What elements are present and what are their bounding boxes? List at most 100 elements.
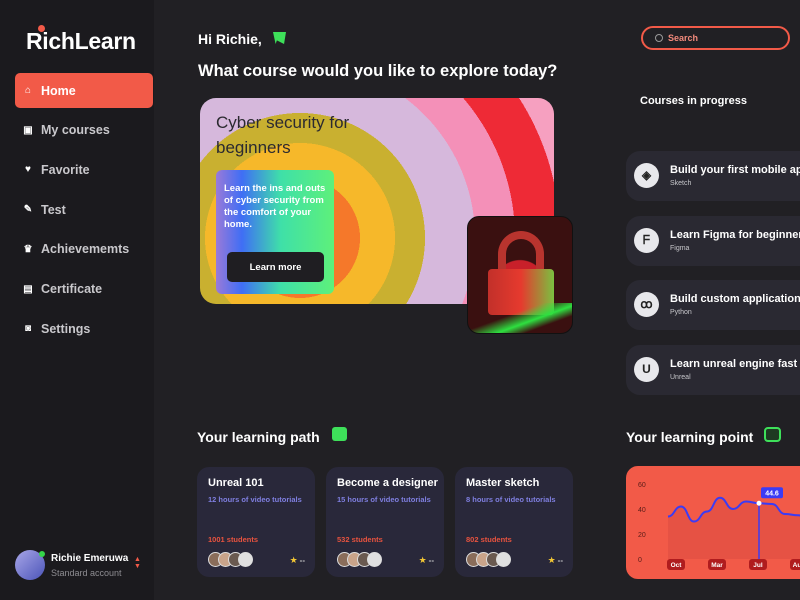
settings-icon: ◙ (24, 323, 32, 335)
course-in-progress-item[interactable]: ᖴ Learn Figma for beginners Figma (626, 215, 800, 266)
student-avatars (337, 552, 382, 567)
card-students: 532 students (337, 535, 383, 544)
unreal-icon: U (634, 356, 659, 382)
sidebar-item-label: Certificate (41, 282, 103, 296)
sidebar-item-label: My courses (41, 123, 110, 138)
hero-description: Learn the ins and outs of cyber security… (224, 183, 326, 230)
x-tick-pill (708, 559, 726, 570)
area-fill (668, 497, 800, 559)
padlock-image (467, 216, 573, 334)
rating: ★ -- (289, 555, 305, 565)
logo-dot (38, 25, 45, 32)
y-tick-label: 20 (638, 532, 646, 539)
student-avatars (466, 552, 511, 567)
learning-path-card[interactable]: Become a designer 15 hours of video tuto… (326, 467, 444, 577)
sidebar-item-settings[interactable]: ◙ Settings (15, 311, 153, 346)
course-in-progress-item[interactable]: ꝏ Build custom applications Python (626, 280, 800, 330)
hero-title: Cyber security for beginners (216, 113, 350, 157)
card-subtitle: 8 hours of video tutorials (466, 495, 556, 504)
heart-icon: ♥ (25, 164, 31, 176)
x-tick-label: Mar (711, 562, 723, 569)
course-in-progress-item[interactable]: ◈ Build your first mobile app Sketch (626, 151, 800, 201)
x-tick-label: Aug (793, 562, 800, 569)
course-title: Build your first mobile app (670, 164, 800, 176)
account-switch-icon[interactable]: ▲ ▼ (134, 556, 141, 570)
hero-banner: Cyber security for beginners Learn the i… (200, 98, 554, 304)
search-box[interactable] (641, 26, 790, 50)
card-students: 802 students (466, 535, 512, 544)
path-icon (332, 427, 347, 441)
sidebar-item-home[interactable]: ⌂ Home (15, 73, 153, 108)
course-tool: Python (670, 309, 692, 316)
logo: RichLearn (26, 28, 136, 54)
sidebar-item-label: Home (41, 83, 76, 98)
card-subtitle: 12 hours of video tutorials (208, 495, 302, 504)
tooltip-box (761, 487, 783, 499)
user-name: Richie Emeruwa (51, 552, 129, 564)
learn-more-button[interactable]: Learn more (227, 252, 324, 282)
highlight-point (756, 500, 762, 506)
course-title: Learn unreal engine fast (670, 357, 798, 370)
search-input[interactable] (668, 33, 778, 43)
sidebar-item-certificate[interactable]: ▤ Certificate (15, 272, 153, 307)
student-avatars (208, 552, 253, 567)
learning-point-title: Your learning point (626, 429, 754, 445)
sidebar-item-label: Test (41, 202, 66, 217)
trophy-icon: ♛ (23, 243, 33, 255)
x-tick-pill (667, 559, 685, 570)
sidebar-item-achievememts[interactable]: ♛ Achievememts (15, 232, 153, 267)
greeting: Hi Richie, (198, 31, 262, 47)
pencil-icon: ✎ (23, 204, 33, 216)
learning-point-chart: 60 40 20 0 44.6 Oct Mar Jul Aug (626, 466, 800, 579)
card-title: Become a designer (337, 477, 438, 489)
rating: ★ -- (418, 555, 434, 565)
x-tick-label: Jul (753, 562, 763, 569)
learning-path-card[interactable]: Unreal 101 12 hours of video tutorials 1… (197, 467, 315, 577)
python-icon: ꝏ (634, 292, 659, 317)
chart-svg: 60 40 20 0 44.6 Oct Mar Jul Aug (638, 482, 800, 570)
page-title: What course would you like to explore to… (198, 62, 558, 80)
diamond-icon: ◈ (634, 163, 659, 188)
star-icon: ★ (547, 555, 556, 565)
y-tick-label: 60 (638, 482, 646, 489)
card-subtitle: 15 hours of video tutorials (337, 495, 431, 504)
search-icon (655, 34, 663, 42)
user-profile[interactable]: Richie Emeruwa Standard account (15, 550, 128, 580)
card-students: 1001 students (208, 535, 259, 544)
sidebar-item-my-courses[interactable]: ▣ My courses (15, 113, 153, 148)
course-tool: Figma (670, 244, 690, 252)
course-tool: Sketch (670, 180, 692, 187)
course-title: Build custom applications (670, 293, 800, 305)
sidebar-item-label: Settings (41, 321, 91, 336)
card-title: Unreal 101 (208, 477, 264, 489)
y-tick-label: 40 (638, 507, 646, 514)
series-line (667, 496, 800, 523)
sidebar-item-favorite[interactable]: ♥ Favorite (15, 152, 153, 187)
home-icon: ⌂ (24, 85, 32, 96)
sidebar: RichLearn ⌂ Home ▣ My courses ♥ Favorite ✎ Test… (0, 0, 154, 600)
course-in-progress-item[interactable]: U Learn unreal engine fast Unreal (626, 344, 800, 395)
online-indicator (39, 551, 45, 557)
figma-icon: ᖴ (634, 227, 659, 253)
card-title: Master sketch (466, 477, 540, 489)
sidebar-item-label: Achievememts (41, 242, 130, 257)
x-tick-pill (749, 559, 767, 570)
star-icon: ★ (289, 555, 298, 565)
learning-path-title: Your learning path (197, 429, 320, 445)
flag-icon (273, 32, 286, 44)
courses-in-progress-title: Courses in progress (640, 95, 747, 107)
y-tick-label: 0 (638, 557, 642, 564)
star-icon: ★ (418, 555, 427, 565)
sidebar-item-test[interactable]: ✎ Test (15, 192, 153, 227)
rating: ★ -- (547, 555, 563, 565)
sidebar-item-label: Favorite (41, 162, 90, 177)
course-tool: Unreal (670, 373, 691, 381)
user-account: Standard account (51, 567, 122, 578)
avatar (15, 550, 45, 580)
x-tick-label: Oct (671, 562, 683, 569)
tooltip-value: 44.6 (765, 490, 779, 497)
box-icon: ▣ (23, 124, 33, 136)
hero-card: Learn the ins and outs of cyber security… (216, 170, 334, 294)
monitor-icon (764, 427, 781, 442)
learning-path-card[interactable]: Master sketch 8 hours of video tutorials… (455, 467, 573, 577)
